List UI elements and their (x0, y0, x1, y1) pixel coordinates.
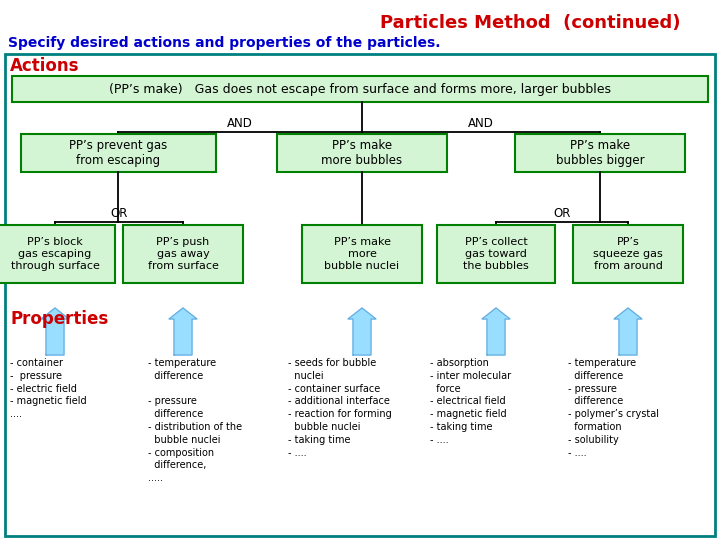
Bar (5, 54, 715, 536)
Text: Properties: Properties (10, 310, 108, 328)
Text: Specify desired actions and properties of the particles.: Specify desired actions and properties o… (8, 36, 441, 50)
Text: - temperature
  difference
- pressure
  difference
- polymer’s crystal
  formati: - temperature difference - pressure diff… (568, 358, 659, 457)
Bar (277, 134, 447, 172)
Text: Actions: Actions (10, 57, 79, 75)
Text: PP’s prevent gas
from escaping: PP’s prevent gas from escaping (69, 139, 167, 167)
Bar (437, 225, 555, 283)
Text: PP’s block
gas escaping
through surface: PP’s block gas escaping through surface (11, 238, 99, 271)
Text: Particles Method  (continued): Particles Method (continued) (379, 14, 680, 32)
Text: - seeds for bubble
  nuclei
- container surface
- additional interface
- reactio: - seeds for bubble nuclei - container su… (288, 358, 392, 457)
Text: PP’s make
bubbles bigger: PP’s make bubbles bigger (556, 139, 644, 167)
Bar (12, 76, 708, 102)
Text: - temperature
  difference

- pressure
  difference
- distribution of the
  bubb: - temperature difference - pressure diff… (148, 358, 242, 483)
Text: PP’s make
more
bubble nuclei: PP’s make more bubble nuclei (325, 238, 400, 271)
Polygon shape (482, 308, 510, 355)
Text: (PP’s make)   Gas does not escape from surface and forms more, larger bubbles: (PP’s make) Gas does not escape from sur… (109, 83, 611, 96)
Text: - container
-  pressure
- electric field
- magnetic field
....: - container - pressure - electric field … (10, 358, 86, 419)
Text: AND: AND (227, 117, 253, 130)
Text: OR: OR (553, 207, 571, 220)
Polygon shape (169, 308, 197, 355)
Polygon shape (348, 308, 376, 355)
Text: PP’s make
more bubbles: PP’s make more bubbles (321, 139, 402, 167)
Text: PP’s collect
gas toward
the bubbles: PP’s collect gas toward the bubbles (463, 238, 529, 271)
Bar (0, 225, 115, 283)
Polygon shape (614, 308, 642, 355)
Text: - absorption
- inter molecular
  force
- electrical field
- magnetic field
- tak: - absorption - inter molecular force - e… (430, 358, 511, 445)
Polygon shape (41, 308, 69, 355)
Text: OR: OR (110, 207, 127, 220)
Text: AND: AND (468, 117, 494, 130)
Text: PP’s push
gas away
from surface: PP’s push gas away from surface (148, 238, 218, 271)
Bar (302, 225, 422, 283)
Bar (573, 225, 683, 283)
Bar (123, 225, 243, 283)
Bar (515, 134, 685, 172)
Bar (20, 134, 215, 172)
Text: PP’s
squeeze gas
from around: PP’s squeeze gas from around (593, 238, 663, 271)
